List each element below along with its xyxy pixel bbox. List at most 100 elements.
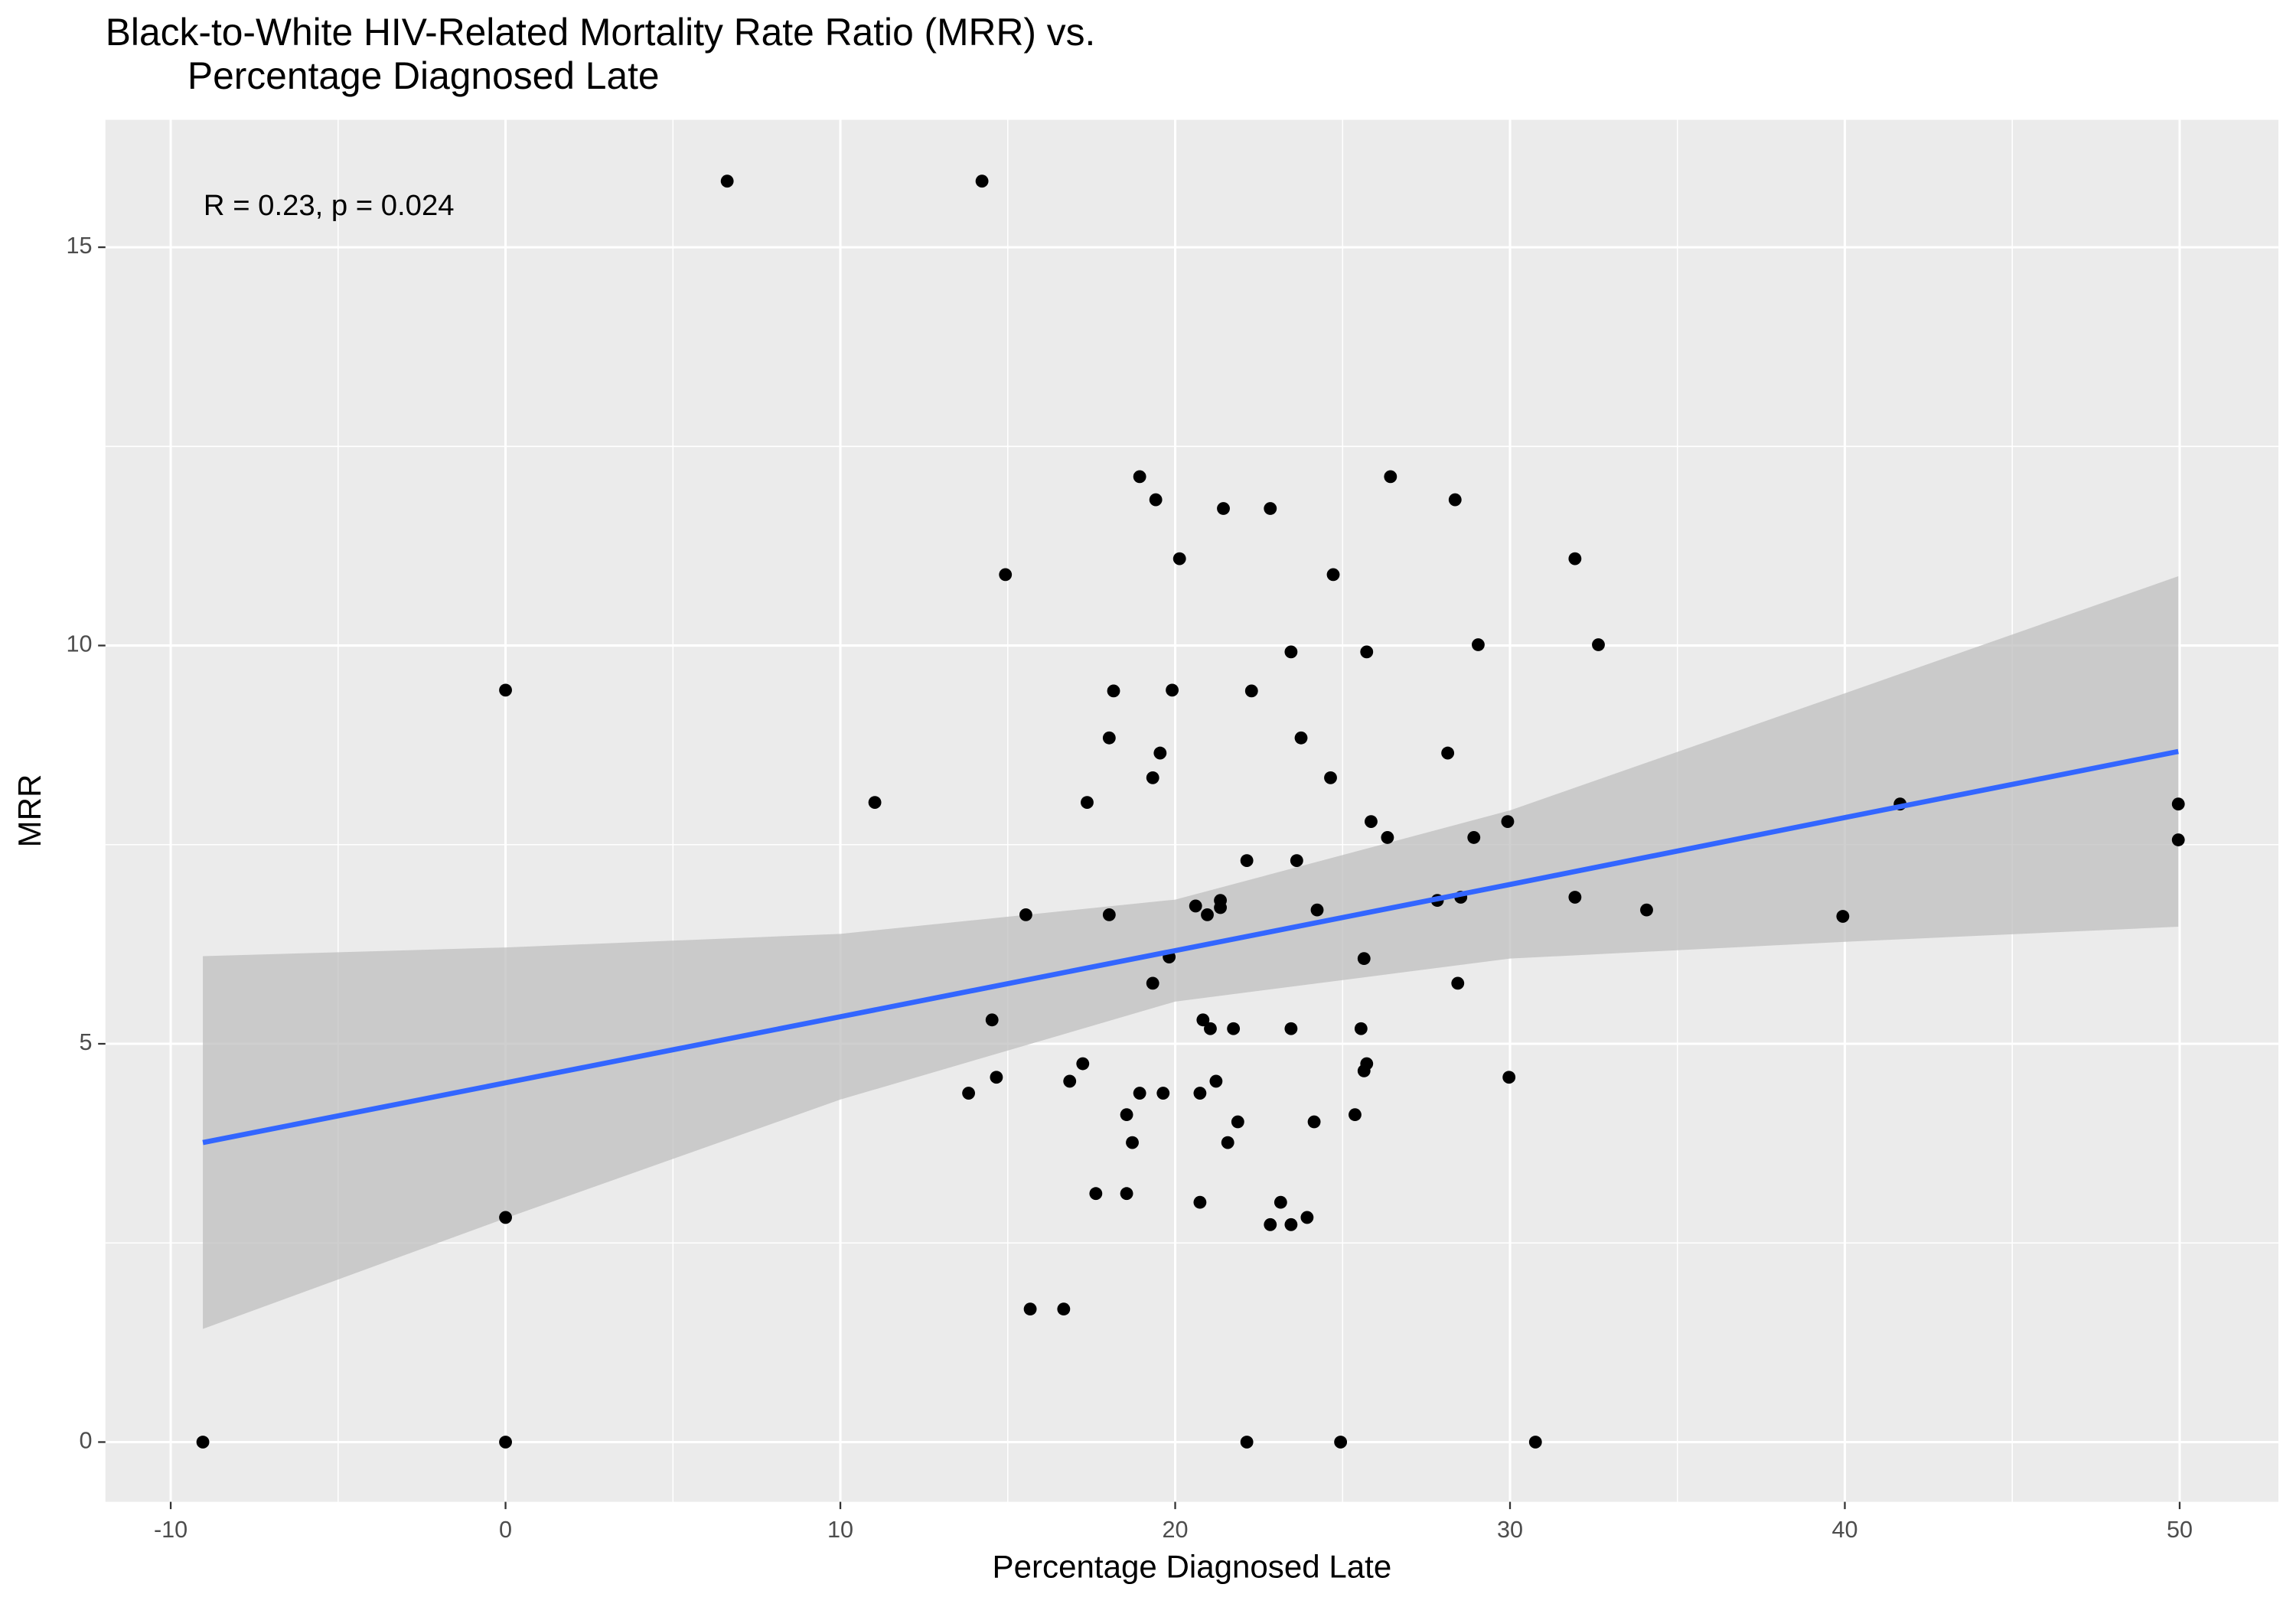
data-point	[1441, 746, 1455, 760]
data-point	[1568, 552, 1582, 566]
data-point	[1274, 1195, 1287, 1209]
data-point	[1120, 1108, 1133, 1122]
data-point	[1360, 645, 1374, 659]
data-point	[1209, 1074, 1223, 1088]
data-point	[1153, 746, 1167, 760]
y-tick-label: 10	[66, 631, 92, 657]
x-tick-label: 50	[2167, 1517, 2193, 1543]
data-point	[1310, 903, 1324, 917]
data-point	[1334, 1436, 1348, 1449]
data-point	[1294, 731, 1308, 745]
x-axis-label: Percentage Diagnosed Late	[993, 1549, 1392, 1585]
data-point	[1193, 1195, 1207, 1209]
data-point	[975, 174, 989, 188]
data-point	[1836, 910, 1850, 923]
data-point	[1081, 796, 1094, 810]
data-point	[1204, 1022, 1217, 1035]
chart-title: Black-to-White HIV-Related Mortality Rat…	[106, 11, 1096, 54]
data-point	[1146, 771, 1159, 784]
data-point	[1365, 815, 1378, 828]
data-point	[1244, 684, 1258, 698]
data-point	[1217, 502, 1230, 515]
data-point	[1502, 1071, 1516, 1084]
data-point	[1326, 568, 1340, 582]
x-tick-label: 20	[1163, 1517, 1189, 1543]
data-point	[196, 1436, 210, 1449]
data-point	[1146, 976, 1159, 990]
x-tick-label: 0	[499, 1517, 512, 1543]
data-point	[1264, 502, 1277, 515]
y-axis-label: MRR	[11, 774, 47, 848]
data-point	[1501, 815, 1515, 828]
annotation: R = 0.23, p = 0.024	[204, 189, 455, 222]
data-point	[1201, 908, 1214, 921]
data-point	[1349, 1108, 1362, 1122]
data-point	[1133, 1087, 1146, 1100]
fit-line	[202, 748, 2179, 1146]
x-tick-label: -10	[154, 1517, 188, 1543]
data-point	[999, 568, 1013, 582]
data-point	[962, 1087, 976, 1100]
data-point	[1102, 908, 1116, 921]
data-point	[1240, 1436, 1254, 1449]
data-point	[1284, 1217, 1298, 1231]
data-point	[1023, 1302, 1037, 1316]
x-tick-label: 40	[1831, 1517, 1857, 1543]
data-point	[990, 1071, 1003, 1084]
data-point	[1284, 645, 1298, 659]
data-point	[1384, 470, 1397, 484]
data-point	[1133, 470, 1146, 484]
data-point	[1221, 1136, 1234, 1149]
data-point	[2171, 833, 2185, 846]
data-point	[1019, 908, 1032, 921]
confidence-band	[203, 575, 2179, 1329]
data-point	[868, 796, 882, 810]
y-tick-label: 5	[80, 1029, 93, 1055]
data-point	[1227, 1022, 1241, 1035]
data-point	[1264, 1217, 1277, 1231]
data-point	[1107, 684, 1120, 698]
data-point	[1057, 1302, 1071, 1316]
data-point	[1063, 1074, 1077, 1088]
data-point	[1196, 1013, 1210, 1027]
data-point	[1354, 1022, 1368, 1035]
data-point	[1284, 1022, 1298, 1035]
data-point	[1102, 731, 1116, 745]
data-point	[1357, 952, 1371, 966]
data-point	[1240, 854, 1254, 868]
x-tick-label: 10	[827, 1517, 853, 1543]
chart-title: Percentage Diagnosed Late	[188, 54, 660, 97]
data-point	[1360, 1057, 1374, 1071]
data-point	[1300, 1211, 1314, 1224]
data-point	[1089, 1187, 1103, 1201]
data-point	[1290, 854, 1303, 868]
data-point	[1467, 831, 1481, 844]
data-point	[1231, 1115, 1244, 1129]
data-point	[1448, 493, 1462, 507]
data-point	[1172, 552, 1186, 566]
data-point	[499, 1436, 512, 1449]
y-tick-label: 0	[80, 1428, 93, 1454]
data-point	[1568, 891, 1582, 904]
x-tick-label: 30	[1497, 1517, 1523, 1543]
data-point	[1324, 771, 1337, 784]
data-point	[1472, 638, 1485, 651]
y-tick-label: 15	[66, 233, 92, 259]
data-point	[1193, 1087, 1207, 1100]
data-point	[1640, 903, 1653, 917]
data-point	[1120, 1187, 1133, 1201]
data-point	[1166, 683, 1179, 697]
data-point	[1076, 1057, 1090, 1071]
data-point	[1126, 1136, 1139, 1149]
data-point	[1149, 493, 1163, 507]
data-point	[1381, 831, 1394, 844]
data-point	[720, 174, 734, 188]
data-point	[1451, 976, 1465, 990]
data-point	[1307, 1115, 1321, 1129]
data-point	[499, 1211, 512, 1224]
data-point	[1214, 901, 1228, 914]
data-point	[499, 683, 512, 697]
data-point	[1528, 1436, 1542, 1449]
